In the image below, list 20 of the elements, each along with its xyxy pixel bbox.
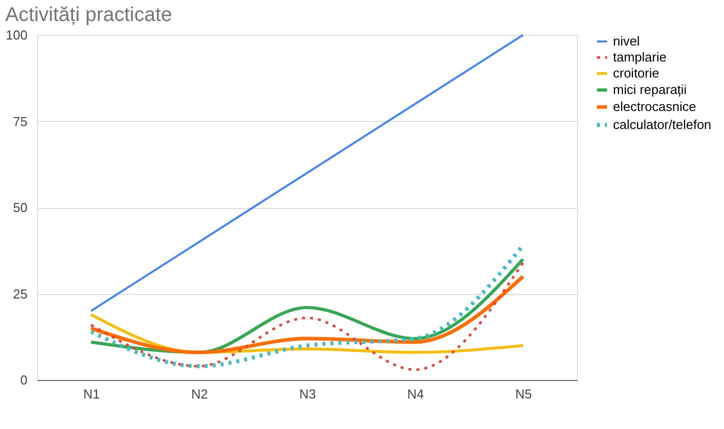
y-tick-label: 50 bbox=[13, 200, 28, 215]
legend-label: electrocasnice bbox=[613, 99, 696, 114]
y-tick-label: 75 bbox=[13, 114, 28, 129]
legend-label: tamplarie bbox=[613, 50, 666, 64]
x-tick-label: N4 bbox=[407, 386, 424, 402]
x-tick-label: N1 bbox=[83, 386, 100, 402]
y-tick-label: 0 bbox=[20, 372, 28, 388]
legend-label: calculator/telefon bbox=[613, 117, 712, 132]
line-series bbox=[90, 34, 524, 312]
line-series bbox=[89, 274, 525, 354]
y-tick-label: 25 bbox=[13, 286, 28, 302]
y-tick-label: 100 bbox=[6, 28, 28, 42]
x-tick-label: N3 bbox=[299, 386, 316, 402]
line-series bbox=[90, 262, 524, 371]
legend-label: mici reparații bbox=[613, 82, 687, 97]
x-tick-label: N5 bbox=[515, 386, 532, 402]
chart-title: Activități practicate bbox=[5, 4, 172, 26]
legend-label: croitorie bbox=[613, 66, 660, 80]
legend-label: nivel bbox=[613, 34, 640, 48]
x-tick-label: N2 bbox=[191, 386, 208, 402]
